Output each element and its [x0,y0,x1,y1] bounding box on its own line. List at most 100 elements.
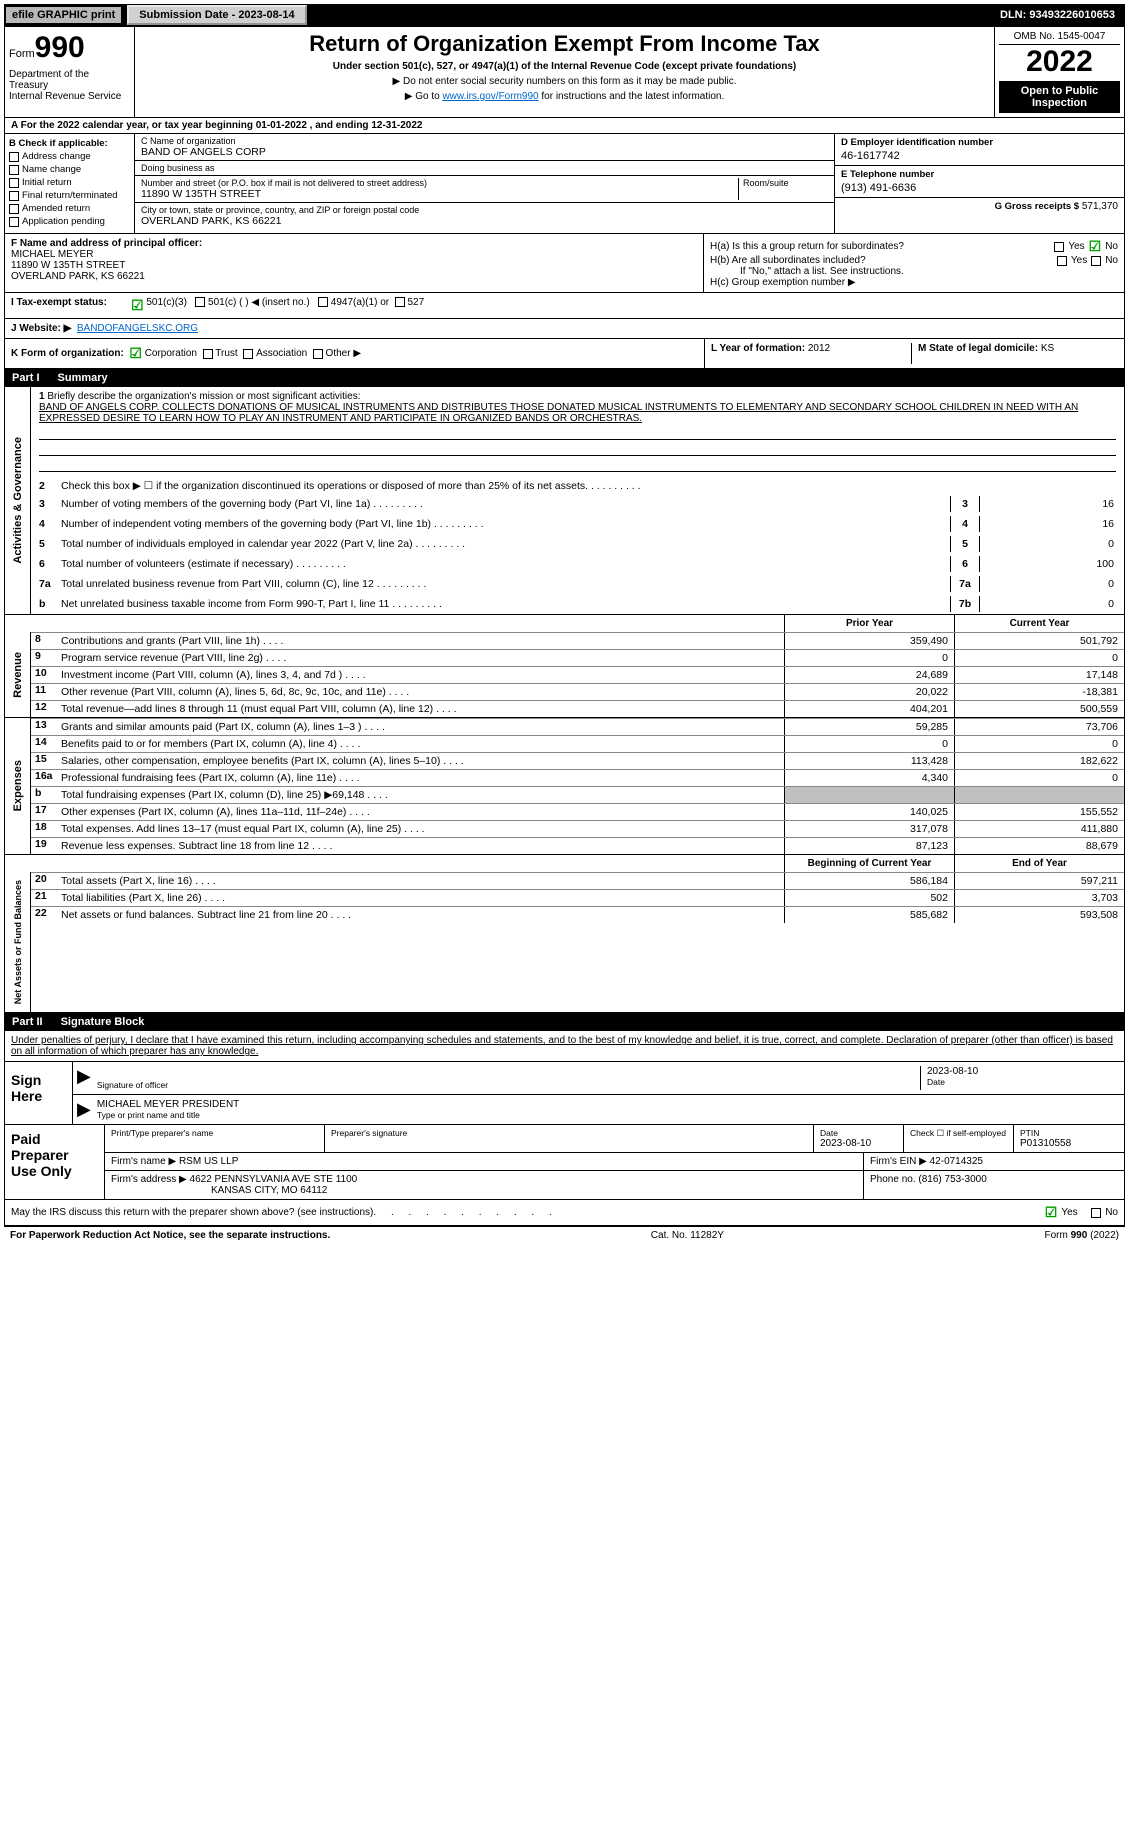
hb-label: H(b) Are all subordinates included? [710,255,866,266]
city-value: OVERLAND PARK, KS 66221 [141,215,828,227]
gov-line: 7aTotal unrelated business revenue from … [31,574,1124,594]
data-row: 17Other expenses (Part IX, column (A), l… [31,803,1124,820]
gov-line: 5Total number of individuals employed in… [31,534,1124,554]
mission-text: BAND OF ANGELS CORP. COLLECTS DONATIONS … [39,402,1078,424]
tax-year: 2022 [999,45,1120,79]
form-header: Form990 Department of the Treasury Inter… [4,26,1125,118]
checkbox[interactable] [9,191,19,201]
discuss-yes-check-icon: ☑ [1045,1204,1058,1221]
dln-text: DLN: 93493226010653 [1000,9,1123,21]
sig-arrow2-icon: ▶ [77,1099,97,1120]
sig-arrow-icon: ▶ [77,1066,97,1090]
form-number: 990 [35,31,85,64]
data-row: 8Contributions and grants (Part VIII, li… [31,632,1124,649]
check-b-header: B Check if applicable: [9,138,130,149]
data-row: 18Total expenses. Add lines 13–17 (must … [31,820,1124,837]
data-row: 10Investment income (Part VIII, column (… [31,666,1124,683]
data-row: 11Other revenue (Part VIII, column (A), … [31,683,1124,700]
form-note1: ▶ Do not enter social security numbers o… [143,76,986,87]
i-501c-checkbox[interactable] [195,297,205,307]
signature-block: Under penalties of perjury, I declare th… [4,1031,1125,1226]
current-year-header: Current Year [954,615,1124,632]
form-title: Return of Organization Exempt From Incom… [143,31,986,57]
column-c: C Name of organization BAND OF ANGELS CO… [135,134,834,233]
name-label: C Name of organization [141,136,828,146]
i-label: I Tax-exempt status: [11,297,131,314]
ein-label: D Employer identification number [841,137,1118,148]
part1-label: Part I [12,372,40,384]
org-name: BAND OF ANGELS CORP [141,146,828,158]
hb-yes-checkbox[interactable] [1057,256,1067,266]
website-link[interactable]: BANDOFANGELSKC.ORG [77,323,198,334]
gov-line: 3Number of voting members of the governi… [31,494,1124,514]
k-assoc-checkbox[interactable] [243,349,253,359]
k-trust-checkbox[interactable] [203,349,213,359]
block-h: H(a) Is this a group return for subordin… [704,234,1124,292]
sig-date: 2023-08-10 [927,1066,1120,1077]
checkbox[interactable] [9,204,19,214]
sig-name-title: MICHAEL MEYER PRESIDENT [97,1099,1120,1110]
irs-link[interactable]: www.irs.gov/Form990 [442,91,538,102]
gov-line: 2Check this box ▶ ☐ if the organization … [31,478,1124,494]
hb-note: If "No," attach a list. See instructions… [710,266,1118,277]
data-row: 20Total assets (Part X, line 16) . . . .… [31,872,1124,889]
i-527-checkbox[interactable] [395,297,405,307]
column-d: D Employer identification number 46-1617… [834,134,1124,233]
part2-header: Part II Signature Block [4,1013,1125,1031]
form-id-box: Form990 Department of the Treasury Inter… [5,27,135,117]
footer-center: Cat. No. 11282Y [651,1230,724,1241]
phone-value: (913) 491-6636 [841,180,1118,194]
header-center: Return of Organization Exempt From Incom… [135,27,994,117]
row-i: I Tax-exempt status: ☑ 501(c)(3) 501(c) … [4,293,1125,319]
discuss-text: May the IRS discuss this return with the… [11,1207,373,1218]
k-corp-check-icon: ☑ [129,345,142,362]
below-main: F Name and address of principal officer:… [4,234,1125,293]
form-prefix: Form [9,48,35,60]
k-other-checkbox[interactable] [313,349,323,359]
checkbox[interactable] [9,178,19,188]
dba-label: Doing business as [141,163,828,173]
j-label: J Website: ▶ [11,323,71,334]
addr-label: Number and street (or P.O. box if mail i… [141,178,738,188]
sig-date-label: Date [927,1077,1120,1087]
ha-yes-checkbox[interactable] [1054,242,1064,252]
row-k: K Form of organization: ☑ Corporation Tr… [5,339,704,368]
ha-no-check-icon: ☑ [1089,238,1102,255]
gov-line: bNet unrelated business taxable income f… [31,594,1124,614]
form-note2: ▶ Go to www.irs.gov/Form990 for instruct… [143,91,986,102]
i-4947-checkbox[interactable] [318,297,328,307]
sig-officer-label: Signature of officer [97,1080,920,1090]
part1-header: Part I Summary [4,369,1125,387]
net-vlabel: Net Assets or Fund Balances [11,872,25,1012]
data-row: 12Total revenue—add lines 8 through 11 (… [31,700,1124,717]
submission-date-button[interactable]: Submission Date - 2023-08-14 [127,5,306,25]
rev-vlabel: Revenue [10,644,26,706]
gov-line: 6Total number of volunteers (estimate if… [31,554,1124,574]
data-row: 15Salaries, other compensation, employee… [31,752,1124,769]
begin-year-header: Beginning of Current Year [784,855,954,872]
check-b-column: B Check if applicable: Address changeNam… [5,134,135,233]
room-label: Room/suite [743,178,828,188]
footer-left: For Paperwork Reduction Act Notice, see … [10,1230,330,1241]
part1-title: Summary [58,372,108,384]
checkbox[interactable] [9,217,19,227]
data-row: 21Total liabilities (Part X, line 26) . … [31,889,1124,906]
data-row: bTotal fundraising expenses (Part IX, co… [31,786,1124,803]
i-501c3-check-icon: ☑ [131,297,144,314]
checkbox[interactable] [9,165,19,175]
section-a: A For the 2022 calendar year, or tax yea… [4,118,1125,134]
data-row: 16aProfessional fundraising fees (Part I… [31,769,1124,786]
city-label: City or town, state or province, country… [141,205,828,215]
hc-label: H(c) Group exemption number ▶ [710,277,1118,288]
gross-label: G Gross receipts $ [995,201,1079,212]
f-addr2: OVERLAND PARK, KS 66221 [11,271,697,282]
data-row: 22Net assets or fund balances. Subtract … [31,906,1124,923]
f-name: MICHAEL MEYER [11,249,697,260]
discuss-no-checkbox[interactable] [1091,1208,1101,1218]
dept-text: Department of the Treasury Internal Reve… [9,65,130,102]
checkbox[interactable] [9,152,19,162]
header-right: OMB No. 1545-0047 2022 Open to Public In… [994,27,1124,117]
prior-year-header: Prior Year [784,615,954,632]
hb-no-checkbox[interactable] [1091,256,1101,266]
data-row: 13Grants and similar amounts paid (Part … [31,718,1124,735]
